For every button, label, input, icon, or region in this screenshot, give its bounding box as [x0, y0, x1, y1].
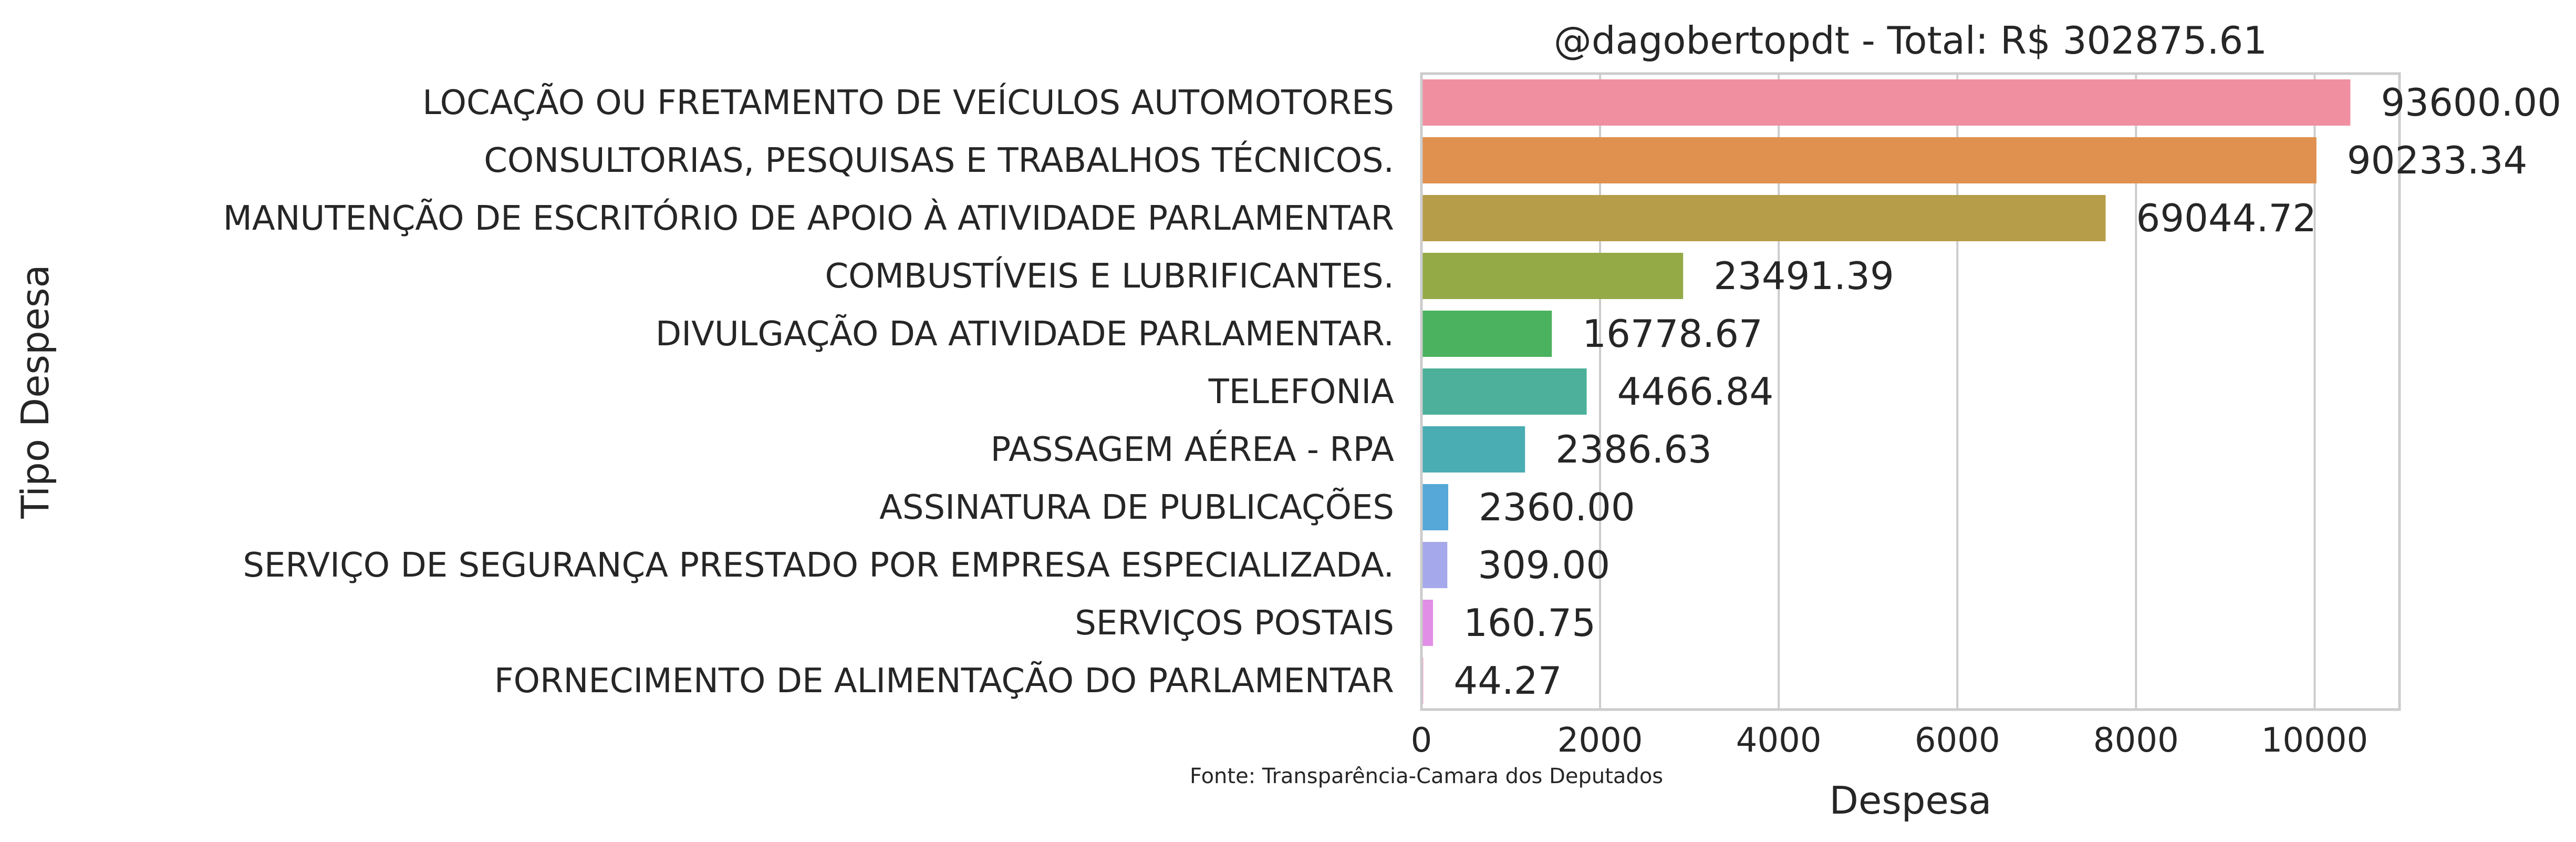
x-axis-label: Despesa — [1830, 778, 1992, 823]
x-tick-label: 0 — [1411, 721, 1432, 760]
value-label: 16778.67 — [1582, 312, 1763, 356]
value-label: 2386.63 — [1555, 427, 1712, 471]
value-label: 90233.34 — [2347, 138, 2528, 182]
x-tick-label: 2000 — [1557, 721, 1643, 760]
x-tick-label: 4000 — [1736, 721, 1822, 760]
bar — [1421, 426, 1525, 473]
category-labels: LOCAÇÃO OU FRETAMENTO DE VEÍCULOS AUTOMO… — [223, 83, 1395, 701]
value-label: 93600.00 — [2381, 80, 2561, 125]
bar — [1421, 542, 1448, 588]
bar — [1421, 311, 1552, 357]
category-label: ASSINATURA DE PUBLICAÇÕES — [879, 488, 1394, 527]
source-note: Fonte: Transparência-Camara dos Deputado… — [1190, 764, 1663, 788]
category-label: PASSAGEM AÉREA - RPA — [991, 429, 1395, 469]
category-label: TELEFONIA — [1208, 373, 1395, 412]
x-tick-label: 6000 — [1915, 721, 2000, 760]
plot-frame — [1420, 72, 2401, 711]
bar — [1421, 600, 1434, 646]
value-label: 160.75 — [1463, 601, 1596, 645]
category-label: SERVIÇOS POSTAIS — [1075, 604, 1394, 643]
category-label: FORNECIMENTO DE ALIMENTAÇÃO DO PARLAMENT… — [494, 661, 1394, 701]
value-label: 2360.00 — [1479, 485, 1635, 529]
category-label: LOCAÇÃO OU FRETAMENTO DE VEÍCULOS AUTOMO… — [422, 83, 1394, 122]
x-tick-label: 8000 — [2093, 721, 2179, 760]
category-label: SERVIÇO DE SEGURANÇA PRESTADO POR EMPRES… — [243, 546, 1394, 585]
category-label: COMBUSTÍVEIS E LUBRIFICANTES. — [825, 256, 1394, 296]
bars — [1421, 79, 2351, 704]
value-label: 4466.84 — [1617, 369, 1774, 414]
chart-title: @dagobertopdt - Total: R$ 302875.61 — [1554, 18, 2267, 63]
category-label: CONSULTORIAS, PESQUISAS E TRABALHOS TÉCN… — [484, 140, 1394, 180]
value-label: 309.00 — [1478, 543, 1610, 587]
bar — [1421, 79, 2351, 126]
bar — [1421, 195, 2106, 241]
x-tick-labels: 0 2000 4000 6000 8000 10000 — [1411, 721, 2369, 760]
category-label: MANUTENÇÃO DE ESCRITÓRIO DE APOIO À ATIV… — [223, 198, 1394, 238]
bar — [1421, 253, 1684, 299]
value-label: 69044.72 — [2136, 196, 2317, 240]
value-label: 23491.39 — [1713, 254, 1894, 298]
bar — [1421, 368, 1587, 415]
bar — [1421, 137, 2317, 183]
x-tick-label: 10000 — [2261, 721, 2369, 760]
category-label: DIVULGAÇÃO DA ATIVIDADE PARLAMENTAR. — [656, 314, 1394, 354]
value-label: 44.27 — [1453, 659, 1562, 703]
bar — [1421, 484, 1449, 530]
value-labels: 93600.00 90233.34 69044.72 23491.39 16778.67… — [1453, 80, 2561, 703]
y-axis-label: Tipo Despesa — [13, 264, 57, 519]
